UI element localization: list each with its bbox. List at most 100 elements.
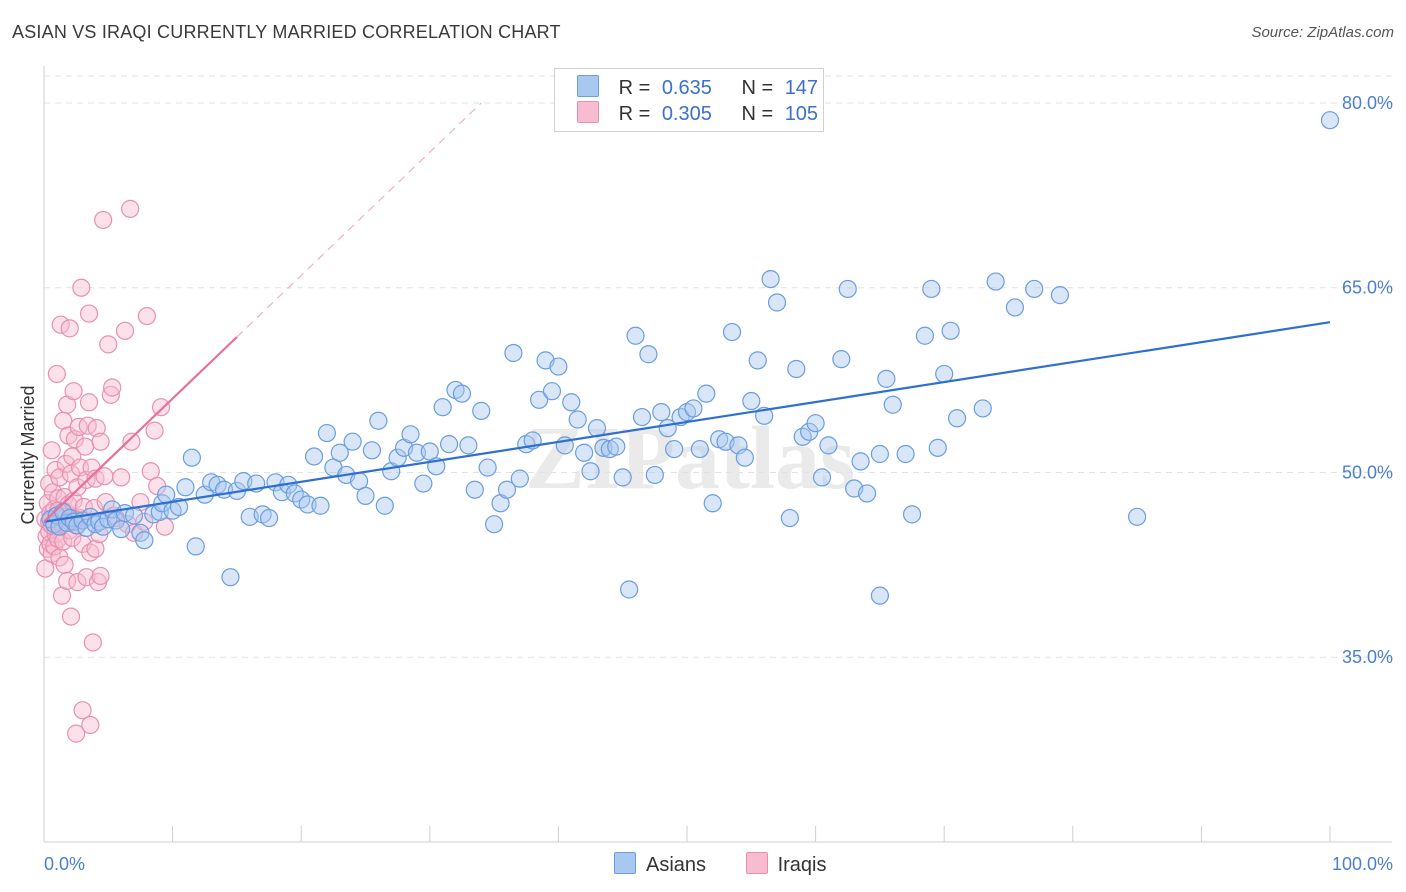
legend-r-value: 0.305 [661,103,712,125]
asian-point [452,384,472,403]
chart-title: ASIAN VS IRAQI CURRENTLY MARRIED CORRELA… [12,22,561,42]
iraqi-point [76,437,95,456]
y-tick-label: 50.0% [1342,462,1393,482]
iraqi-point [87,419,106,438]
asian-point [986,272,1005,291]
asian-point [652,403,671,422]
legend-row-iraqis: R = 0.305 N = 105 [577,101,818,127]
asian-point [806,414,825,433]
iraqi-point [112,468,131,487]
iraqi-trend-extension [236,102,482,338]
asian-point [922,279,941,299]
iraqi-point [79,304,99,323]
asian-point [407,443,427,462]
legend-swatch-iraqis [745,852,768,874]
asian-point [304,447,324,466]
iraqi-point [61,607,81,626]
legend-n-label: N = [741,103,774,125]
legend-row-asians: R = 0.635 N = 147 [577,75,818,101]
y-tick-label: 65.0% [1342,278,1393,298]
asian-point [157,485,176,504]
asian-point [607,437,626,456]
iraqi-point [54,532,73,551]
asian-point [870,444,890,464]
iraqi-point [81,715,100,735]
legend-r-label: R = [618,103,651,125]
asian-point [857,484,877,503]
asian-point [748,351,767,370]
asian-point [1050,286,1070,305]
iraqi-point [73,701,92,720]
asian-point [581,462,600,481]
y-tick-label: 35.0% [1342,647,1393,667]
asian-point [568,410,587,429]
iraqi-point [145,421,164,440]
asian-point [780,508,799,528]
asian-point [433,398,452,417]
asian-point [883,395,902,414]
asian-point [259,508,279,528]
chart-source: Source: ZipAtlas.com [1251,24,1394,41]
iraqi-point [91,566,110,586]
asian-point [851,452,870,471]
asian-point [645,465,664,485]
watermark: ZIPatlas [525,409,855,508]
asian-point [877,369,896,388]
iraqi-point [96,492,115,512]
asian-point [562,393,581,412]
asian-point [722,322,742,342]
iraqi-point [60,319,79,338]
legend-r-value: 0.635 [661,77,712,99]
asian-point [684,399,703,418]
asian-point [472,401,491,420]
asian-point [761,269,780,289]
asian-point [478,458,497,477]
asian-point [510,469,529,488]
asian-point [317,423,337,443]
asian-point [135,531,154,550]
asian-point [1320,111,1340,130]
asian-point [703,494,722,513]
iraqi-point [101,385,120,404]
asian-point [112,520,131,539]
asian-point [1005,298,1025,317]
legend-swatch-asians [577,75,599,97]
y-tick-label: 80.0% [1342,93,1393,113]
asian-point [459,436,478,455]
asian-point [819,436,838,455]
asian-point [838,279,857,299]
asian-point [343,432,362,451]
asian-point [272,483,292,502]
legend-n-value: 147 [784,77,819,99]
iraqi-point [115,321,135,340]
asian-point [870,586,890,605]
iraqi-point [42,441,61,460]
asian-point [401,425,420,444]
asian-point [497,480,517,499]
asian-point [973,399,992,418]
asian-point [812,468,832,487]
iraqi-point [47,364,66,384]
asian-point [767,293,787,312]
asian-point [928,438,947,457]
asian-point [620,580,639,599]
asian-point [787,359,806,379]
x-tick-label: 100.0% [1332,854,1393,874]
legend-n-value: 105 [784,103,819,125]
iraqi-point [137,306,156,326]
iraqi-point [64,382,83,401]
asian-point [832,350,851,369]
asian-point [330,443,349,462]
legend-swatch-iraqis [577,101,599,123]
asian-point [362,441,382,460]
asian-point [504,343,523,363]
iraqi-point [121,199,140,218]
asian-point [935,364,954,384]
iraqi-point [56,454,75,473]
asian-point [690,439,709,459]
iraqi-point [68,573,87,592]
asian-point [356,486,375,505]
iraqi-point [83,633,102,652]
iraqi-point [86,539,105,558]
iraqi-point [72,278,91,297]
